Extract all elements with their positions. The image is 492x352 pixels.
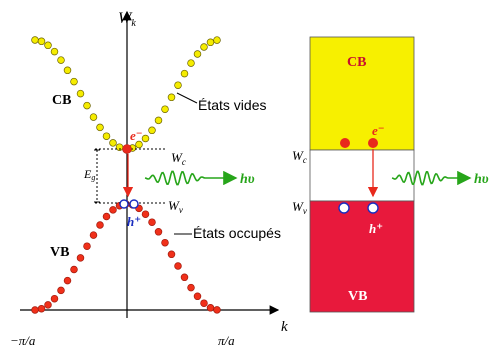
- vb-state-dot: [31, 306, 39, 314]
- vb-state-dot: [57, 286, 65, 295]
- band-gap-block: [309, 149, 415, 202]
- cb-state-dot: [50, 47, 59, 56]
- cb-state-dot: [154, 116, 163, 125]
- cb-state-dot: [200, 43, 208, 51]
- energy-axis-label: Wk: [118, 10, 136, 29]
- vb-state-dot: [89, 231, 98, 239]
- hole-dot-left: [119, 199, 129, 209]
- vb-state-dot: [44, 301, 52, 309]
- vb-state-dot: [141, 210, 150, 218]
- hole-label: h⁺: [127, 214, 141, 229]
- cb-state-dot: [102, 132, 111, 140]
- gap-label: Eg: [83, 167, 95, 182]
- photon-label: hυ: [240, 172, 255, 187]
- empty-states-pointer: [176, 92, 198, 104]
- cb-state-dot: [206, 38, 215, 47]
- vb-state-dot: [70, 265, 78, 274]
- electron-dot-a: [340, 138, 350, 148]
- cb-state-dot: [174, 81, 182, 89]
- vb-state-dot: [96, 221, 104, 229]
- vb-state-dot: [167, 250, 176, 259]
- tick-label-pi-a: π/a: [218, 333, 235, 348]
- vb-state-dot: [37, 304, 46, 313]
- cb-state-dot: [83, 101, 91, 110]
- vb-state-dot: [174, 262, 182, 270]
- hole-dot-a: [338, 202, 350, 214]
- cb-state-dot: [109, 139, 117, 147]
- electron-block-label: e⁻: [372, 123, 385, 138]
- vb-state-dot: [148, 218, 156, 226]
- cb-state-dot: [141, 134, 150, 143]
- cb-state-dot: [76, 89, 85, 98]
- tick-label-minus-pi-a: −π/a: [10, 333, 36, 348]
- cb-state-dot: [63, 66, 72, 75]
- cb-state-dot: [148, 126, 156, 135]
- cb-state-dot: [96, 123, 104, 132]
- vb-state-dot: [161, 238, 169, 247]
- k-axis-label: k: [281, 319, 288, 335]
- empty-states-label: États vides: [198, 97, 266, 113]
- vb-state-dot: [109, 206, 117, 214]
- photon-wave-block: [391, 170, 472, 186]
- cb-state-dot: [161, 105, 169, 113]
- photon-block-label: hυ: [474, 172, 489, 187]
- vb-state-dot: [76, 254, 85, 262]
- cb-state-dot: [193, 50, 202, 58]
- wv-level-label: Wv: [292, 199, 307, 216]
- photon-wave: [144, 170, 238, 186]
- vb-state-dot: [50, 294, 59, 303]
- cb-state-dot: [187, 59, 195, 67]
- cb-state-dot: [89, 113, 98, 121]
- occupied-states-label: États occupés: [193, 225, 281, 241]
- conduction-band-block: [309, 36, 415, 151]
- vb-block-label: VB: [348, 289, 367, 304]
- electron-dot: [122, 144, 132, 154]
- hole-dot-b: [367, 202, 379, 214]
- vb-state-dot: [187, 283, 195, 292]
- energy-level-diagram: CB VB Wc Wv e⁻ h⁺ hυ: [292, 36, 489, 313]
- electron-label: e⁻: [130, 128, 143, 143]
- conduction-band-curve: [31, 36, 221, 152]
- vb-state-dot: [63, 276, 72, 285]
- cb-state-dot: [180, 69, 189, 78]
- cb-state-dot: [70, 77, 78, 86]
- cb-state-dot: [135, 140, 143, 149]
- cb-state-dot: [37, 37, 46, 46]
- hole-dot-right: [129, 199, 139, 209]
- valence-band-curve: [31, 200, 221, 314]
- valence-band-block: [309, 200, 415, 313]
- vb-label: VB: [50, 245, 69, 260]
- cb-label: CB: [52, 93, 71, 108]
- electron-dot-b: [368, 138, 378, 148]
- cb-state-dot: [31, 36, 39, 44]
- vb-state-dot: [200, 299, 208, 307]
- vb-state-dot: [213, 306, 221, 314]
- cb-state-dot: [44, 41, 52, 50]
- vb-state-dot: [83, 242, 91, 250]
- cb-state-dot: [115, 143, 124, 151]
- wc-level-label: Wc: [292, 148, 307, 165]
- vb-state-dot: [193, 292, 202, 301]
- wv-label: Wv: [168, 198, 183, 215]
- vb-state-dot: [180, 273, 189, 282]
- cb-block-label: CB: [347, 55, 366, 70]
- cb-state-dot: [213, 36, 221, 44]
- dispersion-diagram: Wk k −π/a π/a CB VB États vides États oc…: [10, 10, 288, 348]
- vb-state-dot: [154, 228, 163, 236]
- cb-state-dot: [167, 93, 176, 102]
- hole-block-label: h⁺: [369, 221, 383, 236]
- vb-state-dot: [206, 304, 215, 312]
- wc-label: Wc: [171, 150, 186, 167]
- cb-state-dot: [57, 56, 65, 64]
- vb-state-dot: [102, 212, 111, 221]
